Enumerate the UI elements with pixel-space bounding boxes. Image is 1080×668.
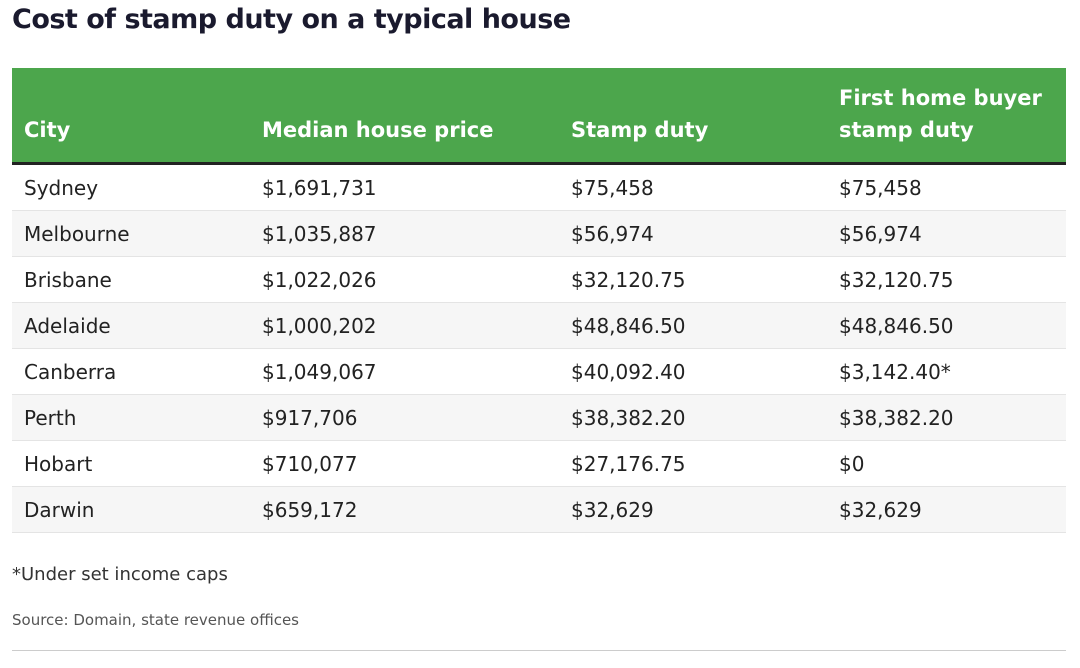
table-cell: Canberra	[12, 348, 250, 395]
table-cell: Perth	[12, 394, 250, 441]
table-cell: $1,000,202	[250, 302, 559, 349]
table-row: Brisbane $1,022,026 $32,120.75 $32,120.75	[12, 256, 1066, 303]
table-row: Darwin $659,172 $32,629 $32,629	[12, 486, 1066, 533]
table-cell: $1,022,026	[250, 256, 559, 303]
table-cell: Adelaide	[12, 302, 250, 349]
divider	[12, 650, 1066, 651]
table-cell: $917,706	[250, 394, 559, 441]
table-cell: $75,458	[827, 163, 1066, 211]
table-cell: $48,846.50	[559, 302, 827, 349]
table-row: Canberra $1,049,067 $40,092.40 $3,142.40*	[12, 348, 1066, 395]
table-cell: $56,974	[559, 210, 827, 257]
table-cell: Sydney	[12, 163, 250, 211]
table-cell: $38,382.20	[559, 394, 827, 441]
table-cell: $48,846.50	[827, 302, 1066, 349]
table-cell: $32,629	[559, 486, 827, 533]
table-row: Adelaide $1,000,202 $48,846.50 $48,846.50	[12, 302, 1066, 349]
table-cell: $1,035,887	[250, 210, 559, 257]
table-cell: $1,049,067	[250, 348, 559, 395]
title: Cost of stamp duty on a typical house	[12, 4, 571, 35]
table-cell: Brisbane	[12, 256, 250, 303]
header-cell: Stamp duty	[559, 68, 827, 165]
table-cell: $32,120.75	[827, 256, 1066, 303]
table-cell: $56,974	[827, 210, 1066, 257]
table-cell: $75,458	[559, 163, 827, 211]
header-row: City Median house price Stamp duty First ho…	[12, 68, 1066, 165]
table: City Median house price Stamp duty First ho…	[12, 68, 1066, 533]
table-cell: $710,077	[250, 440, 559, 487]
header-cell: City	[12, 68, 250, 165]
table-row: Melbourne $1,035,887 $56,974 $56,974	[12, 210, 1066, 257]
table-cell: $32,120.75	[559, 256, 827, 303]
table-cell: $38,382.20	[827, 394, 1066, 441]
table-cell: Hobart	[12, 440, 250, 487]
table-cell: $659,172	[250, 486, 559, 533]
table-cell: $27,176.75	[559, 440, 827, 487]
table-row: Perth $917,706 $38,382.20 $38,382.20	[12, 394, 1066, 441]
table-cell: Melbourne	[12, 210, 250, 257]
table-cell: $1,691,731	[250, 163, 559, 211]
table-row: Hobart $710,077 $27,176.75 $0	[12, 440, 1066, 487]
footnote: *Under set income caps	[12, 564, 228, 585]
header-cell: Median house price	[250, 68, 559, 165]
table-cell: $40,092.40	[559, 348, 827, 395]
source: Source: Domain, state revenue offices	[12, 611, 299, 629]
table-cell: $3,142.40*	[827, 348, 1066, 395]
table-cell: Darwin	[12, 486, 250, 533]
table-cell: $0	[827, 440, 1066, 487]
table-row: Sydney $1,691,731 $75,458 $75,458	[12, 163, 1066, 211]
table-cell: $32,629	[827, 486, 1066, 533]
header-cell: First home buyer stamp duty	[827, 68, 1066, 165]
